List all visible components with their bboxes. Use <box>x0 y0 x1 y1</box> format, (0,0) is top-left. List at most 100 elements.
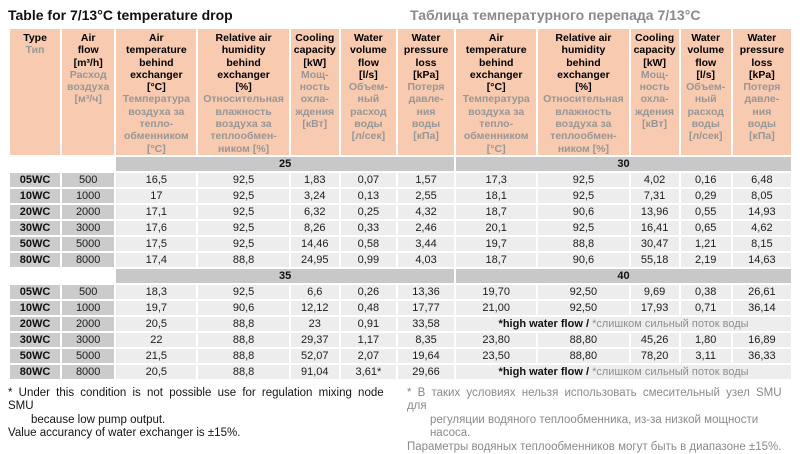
type-cell: 05WC <box>10 284 61 299</box>
value-cell: 88,8 <box>198 332 289 347</box>
col-header-air-temp-2: Air temperature behind exchanger [°C] Те… <box>456 29 537 155</box>
value-cell: 0,25 <box>340 204 396 219</box>
value-cell: 17,77 <box>397 300 455 315</box>
value-cell: 88,8 <box>198 316 289 331</box>
header-label-ru: Мощ- ность охла- ждения [кВт] <box>295 68 335 131</box>
value-cell: 23,50 <box>456 348 537 363</box>
value-cell: 92,5 <box>198 220 289 235</box>
high-water-flow-note-en: *high water flow / <box>498 317 593 330</box>
airflow-cell: 5000 <box>62 236 115 251</box>
header-label-en: Relative air humidity behind exchanger [… <box>555 32 612 94</box>
value-cell: 0,91 <box>340 316 396 331</box>
value-cell: 90,6 <box>538 252 629 267</box>
table-row: 30WC 3000 17,6 92,5 8,26 0,33 2,46 20,1 92,5 16,4… <box>10 220 791 235</box>
value-cell: 6,32 <box>290 204 339 219</box>
value-cell: 29,37 <box>290 332 339 347</box>
value-cell: 52,07 <box>290 348 339 363</box>
value-cell: 7,31 <box>630 188 679 203</box>
header-label-en: Cooling capacity [kW] <box>293 32 336 69</box>
value-cell: 14,46 <box>290 236 339 251</box>
header-label-en: Water pressure loss [kPa] <box>739 32 785 81</box>
value-cell: 92,50 <box>538 284 629 299</box>
header-label-ru: Потеря давле- ния воды [кПа] <box>743 81 781 143</box>
value-cell: 1,57 <box>397 172 455 187</box>
header-label-ru: Объем- ный расход воды [л/сек] <box>686 81 726 143</box>
type-cell: 50WC <box>10 348 61 363</box>
value-cell: 92,5 <box>198 172 289 187</box>
value-cell: 1,21 <box>680 236 731 251</box>
value-cell: 16,41 <box>630 220 679 235</box>
high-water-flow-note: *high water flow / *слишком сильный пото… <box>456 364 791 379</box>
header-label-ru: Температура воздуха за тепло- обменником… <box>122 93 190 155</box>
header-label-ru: Мощ- ность охла- ждения [кВт] <box>635 68 675 131</box>
value-cell: 2,55 <box>397 188 455 203</box>
header-label-ru: Относительная влажность воздуха за тепло… <box>543 93 624 155</box>
footnote-en-line2: because low pump output. <box>31 413 166 426</box>
type-cell: 10WC <box>10 300 61 315</box>
value-cell: 20,5 <box>116 364 197 379</box>
airflow-cell: 1000 <box>62 300 115 315</box>
table-row: 80WC 8000 17,4 88,8 24,95 0,99 4,03 18,7 90,6 55,… <box>10 252 791 267</box>
type-cell: 80WC <box>10 252 61 267</box>
value-cell: 22 <box>116 332 197 347</box>
section-band-row: 25 30 <box>10 156 791 171</box>
airflow-cell: 500 <box>62 284 115 299</box>
value-cell: 6,6 <box>290 284 339 299</box>
airflow-cell: 3000 <box>62 332 115 347</box>
value-cell: 23 <box>290 316 339 331</box>
value-cell: 14,93 <box>732 204 791 219</box>
value-cell: 88,8 <box>538 236 629 251</box>
value-cell: 4,32 <box>397 204 455 219</box>
value-cell: 30,47 <box>630 236 679 251</box>
value-cell: 92,5 <box>198 204 289 219</box>
type-cell: 50WC <box>10 236 61 251</box>
value-cell: 9,69 <box>630 284 679 299</box>
value-cell: 17,5 <box>116 236 197 251</box>
value-cell: 4,03 <box>397 252 455 267</box>
value-cell: 88,80 <box>538 348 629 363</box>
header-label-ru: Тип <box>25 44 45 57</box>
value-cell: 33,58 <box>397 316 455 331</box>
header-label-en: Relative air humidity behind exchanger [… <box>215 32 272 94</box>
value-cell: 14,63 <box>732 252 791 267</box>
value-cell: 0,07 <box>340 172 396 187</box>
airflow-cell: 500 <box>62 172 115 187</box>
header-label-en: Cooling capacity [kW] <box>633 32 676 69</box>
value-cell: 36,14 <box>732 300 791 315</box>
footnote-ru-line3: Параметры водяных теплообменников могут … <box>406 440 782 453</box>
col-header-pressure-loss-2: Water pressure loss [kPa] Потеря давле- … <box>732 29 791 155</box>
col-header-humidity-1: Relative air humidity behind exchanger [… <box>198 29 289 155</box>
col-header-air-temp-1: Air temperature behind exchanger [°C] Те… <box>116 29 197 155</box>
value-cell: 92,5 <box>538 220 629 235</box>
value-cell: 18,3 <box>116 284 197 299</box>
value-cell: 88,8 <box>198 252 289 267</box>
value-cell: 8,05 <box>732 188 791 203</box>
col-header-cooling-2: Cooling capacity [kW] Мощ- ность охла- ж… <box>630 29 679 155</box>
table-row: 05WC 500 18,3 92,5 6,6 0,26 13,36 19,70 92,50 9,6… <box>10 284 791 299</box>
value-cell: 0,13 <box>340 188 396 203</box>
col-header-type: Type Тип <box>10 29 61 155</box>
value-cell: 19,64 <box>397 348 455 363</box>
type-cell: 10WC <box>10 188 61 203</box>
header-label-en: Type <box>23 32 47 44</box>
value-cell: 88,80 <box>538 332 629 347</box>
airflow-cell: 2000 <box>62 316 115 331</box>
col-header-airflow: Air flow [m³/h] Расход воздуха [м³/ч] <box>62 29 115 155</box>
value-cell: 24,95 <box>290 252 339 267</box>
page-title-ru: Таблица температурного перепада 7/13°C <box>410 7 701 23</box>
section-band-row: 35 40 <box>10 268 791 283</box>
value-cell: 3,24 <box>290 188 339 203</box>
value-cell: 55,18 <box>630 252 679 267</box>
band-spacer <box>10 157 114 171</box>
high-water-flow-note-ru: *слишком сильный поток воды <box>592 317 749 330</box>
value-cell: 0,38 <box>680 284 731 299</box>
value-cell: 0,65 <box>680 220 731 235</box>
header-row: Type Тип Air flow [m³/h] Расход воздуха … <box>10 29 791 155</box>
airflow-cell: 1000 <box>62 188 115 203</box>
value-cell: 36,33 <box>732 348 791 363</box>
value-cell: 0,29 <box>680 188 731 203</box>
footnotes: * Under this condition is not possible u… <box>8 387 792 454</box>
header-label-ru: Потеря давле- ния воды [кПа] <box>407 81 445 143</box>
value-cell: 0,55 <box>680 204 731 219</box>
value-cell: 17,4 <box>116 252 197 267</box>
